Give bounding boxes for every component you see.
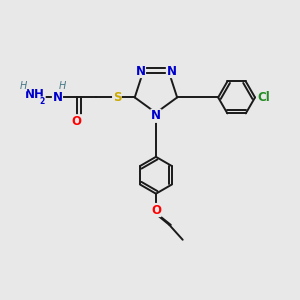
Text: N: N bbox=[52, 91, 62, 104]
Text: H: H bbox=[58, 81, 66, 91]
Text: H: H bbox=[20, 81, 27, 91]
Text: NH: NH bbox=[25, 88, 45, 101]
Text: N: N bbox=[136, 64, 146, 77]
Text: N: N bbox=[151, 109, 161, 122]
Text: O: O bbox=[151, 203, 161, 217]
Text: Cl: Cl bbox=[257, 91, 270, 104]
Text: O: O bbox=[72, 115, 82, 128]
Text: 2: 2 bbox=[39, 97, 44, 106]
Text: S: S bbox=[113, 91, 121, 104]
Text: N: N bbox=[167, 64, 176, 77]
